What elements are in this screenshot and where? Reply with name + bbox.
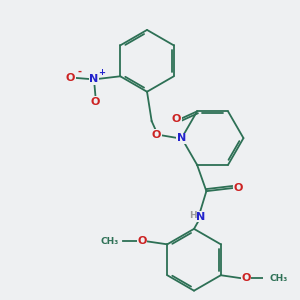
Text: CH₃: CH₃ bbox=[100, 237, 118, 246]
Text: O: O bbox=[233, 183, 243, 193]
Text: N: N bbox=[196, 212, 206, 221]
Text: O: O bbox=[242, 273, 251, 283]
Text: CH₃: CH₃ bbox=[270, 274, 288, 283]
Text: +: + bbox=[98, 68, 105, 77]
Text: N: N bbox=[177, 133, 186, 143]
Text: N: N bbox=[89, 74, 99, 84]
Text: O: O bbox=[66, 73, 75, 83]
Text: -: - bbox=[77, 66, 82, 76]
Text: H: H bbox=[190, 211, 197, 220]
Text: O: O bbox=[152, 130, 161, 140]
Text: O: O bbox=[137, 236, 147, 246]
Text: O: O bbox=[91, 97, 100, 106]
Text: O: O bbox=[172, 114, 181, 124]
